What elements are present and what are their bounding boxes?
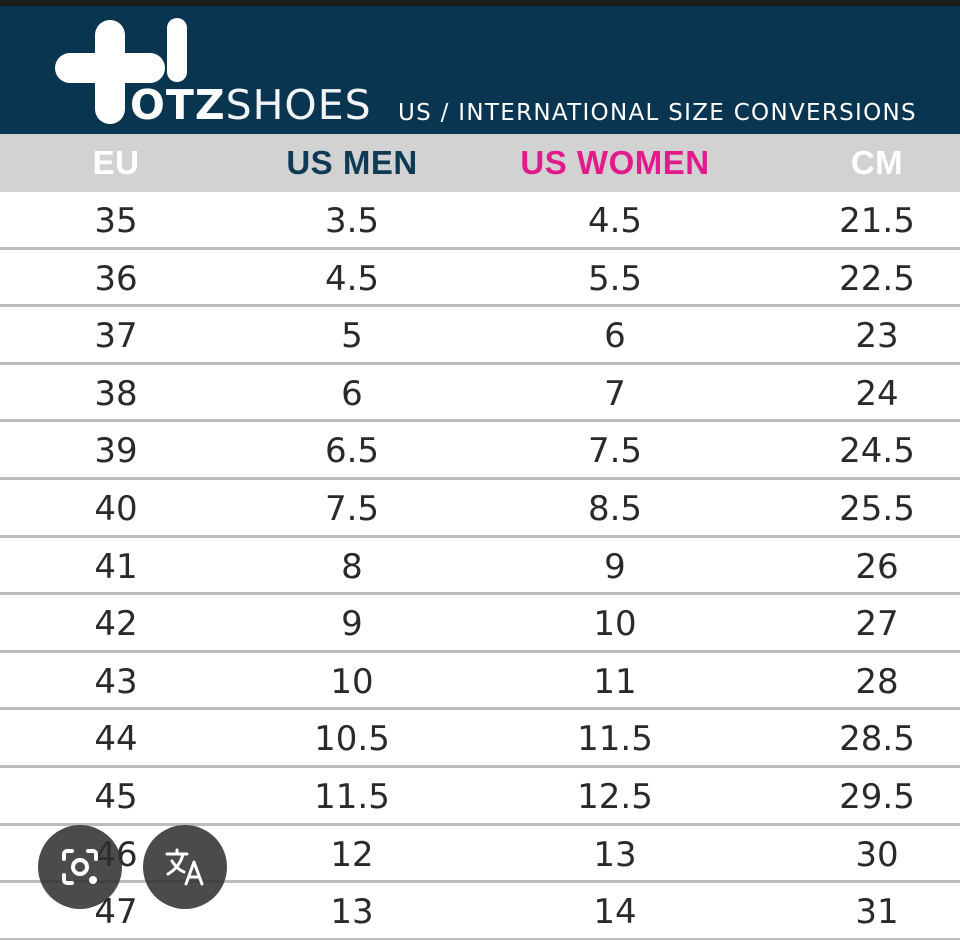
cell-eu: 43 [94, 661, 138, 702]
cell-us-men: 6 [341, 373, 363, 414]
cell-us-men: 8 [341, 546, 363, 587]
cell-us-women: 11 [593, 661, 637, 702]
table-row: 38 6 7 24 [0, 364, 960, 423]
cell-us-women: 9 [604, 546, 626, 587]
table-row: 40 7.5 8.5 25.5 [0, 479, 960, 538]
cell-cm: 30 [855, 834, 899, 875]
header-us-women: US WOMEN [520, 144, 710, 181]
table-row: 47 13 14 31 [0, 883, 960, 940]
brand-bold-text: OTZ [130, 81, 226, 129]
cell-us-men: 5 [341, 316, 363, 357]
table-row: 41 8 9 26 [0, 537, 960, 596]
cell-us-men: 4.5 [324, 258, 380, 299]
translate-button[interactable] [143, 825, 227, 909]
cell-eu: 44 [94, 719, 138, 760]
cell-us-men: 7.5 [324, 488, 380, 529]
otz-logo-icon [55, 18, 187, 124]
cell-us-men: 11.5 [314, 776, 390, 817]
brand-name: OTZSHOES [130, 81, 372, 129]
cell-cm: 22.5 [839, 258, 915, 299]
cell-cm: 25.5 [839, 488, 915, 529]
cell-cm: 28.5 [839, 719, 915, 760]
table-header-row: EU US MEN US WOMEN CM [0, 134, 960, 192]
lens-search-button[interactable] [38, 825, 122, 909]
cell-cm: 24.5 [839, 431, 915, 472]
table-body: 35 3.5 4.5 21.5 36 4.5 5.5 22.5 37 5 6 23 38 6 7 24 39 6.… [0, 192, 960, 940]
cell-eu: 45 [94, 776, 138, 817]
cell-cm: 21.5 [839, 201, 915, 241]
cell-us-women: 8.5 [587, 488, 643, 529]
cell-us-men: 3.5 [324, 201, 380, 241]
cell-us-men: 12 [330, 834, 374, 875]
brand-light-text: SHOES [225, 81, 372, 129]
cell-eu: 37 [94, 316, 138, 357]
top-strip [0, 0, 960, 6]
table-row: 44 10.5 11.5 28.5 [0, 710, 960, 768]
header-cm: CM [850, 144, 904, 181]
table-row: 43 10 11 28 [0, 652, 960, 711]
banner: OTZSHOES US / INTERNATIONAL SIZE CONVERS… [0, 6, 960, 134]
table-row: 37 5 6 23 [0, 307, 960, 365]
cell-cm: 29.5 [839, 776, 915, 817]
cell-us-women: 11.5 [577, 719, 653, 760]
cell-cm: 27 [855, 604, 899, 645]
cell-eu: 36 [94, 258, 138, 299]
cell-eu: 41 [94, 546, 138, 587]
cell-us-men: 9 [341, 604, 363, 645]
cell-us-women: 12.5 [577, 776, 653, 817]
camera-lens-icon [62, 849, 98, 885]
cell-eu: 39 [94, 431, 138, 472]
cell-cm: 31 [855, 892, 899, 933]
cell-us-women: 5.5 [587, 258, 643, 299]
cell-us-men: 10.5 [314, 719, 390, 760]
cell-eu: 35 [94, 201, 138, 241]
table-row: 39 6.5 7.5 24.5 [0, 422, 960, 480]
cell-us-men: 13 [330, 892, 374, 933]
cell-us-women: 14 [593, 892, 637, 933]
cell-us-women: 7 [604, 373, 626, 414]
cell-eu: 38 [94, 373, 138, 414]
cell-us-men: 10 [330, 661, 374, 702]
cell-us-women: 6 [604, 316, 626, 357]
translate-icon [165, 848, 204, 886]
cell-cm: 26 [855, 546, 899, 587]
table-row: 45 11.5 12.5 29.5 [0, 767, 960, 826]
cell-us-men: 6.5 [324, 431, 380, 472]
cell-cm: 24 [855, 373, 899, 414]
cell-cm: 23 [855, 316, 899, 357]
cell-us-women: 10 [593, 604, 637, 645]
cell-eu: 42 [94, 604, 138, 645]
cell-us-women: 4.5 [587, 201, 643, 241]
table-row: 42 9 10 27 [0, 595, 960, 653]
header-us-men: US MEN [286, 144, 418, 181]
table-row: 35 3.5 4.5 21.5 [0, 192, 960, 250]
cell-eu: 40 [94, 488, 138, 529]
cell-us-women: 13 [593, 834, 637, 875]
table-row: 36 4.5 5.5 22.5 [0, 249, 960, 308]
cell-us-women: 7.5 [587, 431, 643, 472]
header-eu: EU [92, 144, 140, 181]
chart-subtitle: US / INTERNATIONAL SIZE CONVERSIONS [398, 100, 917, 126]
cell-cm: 28 [855, 661, 899, 702]
